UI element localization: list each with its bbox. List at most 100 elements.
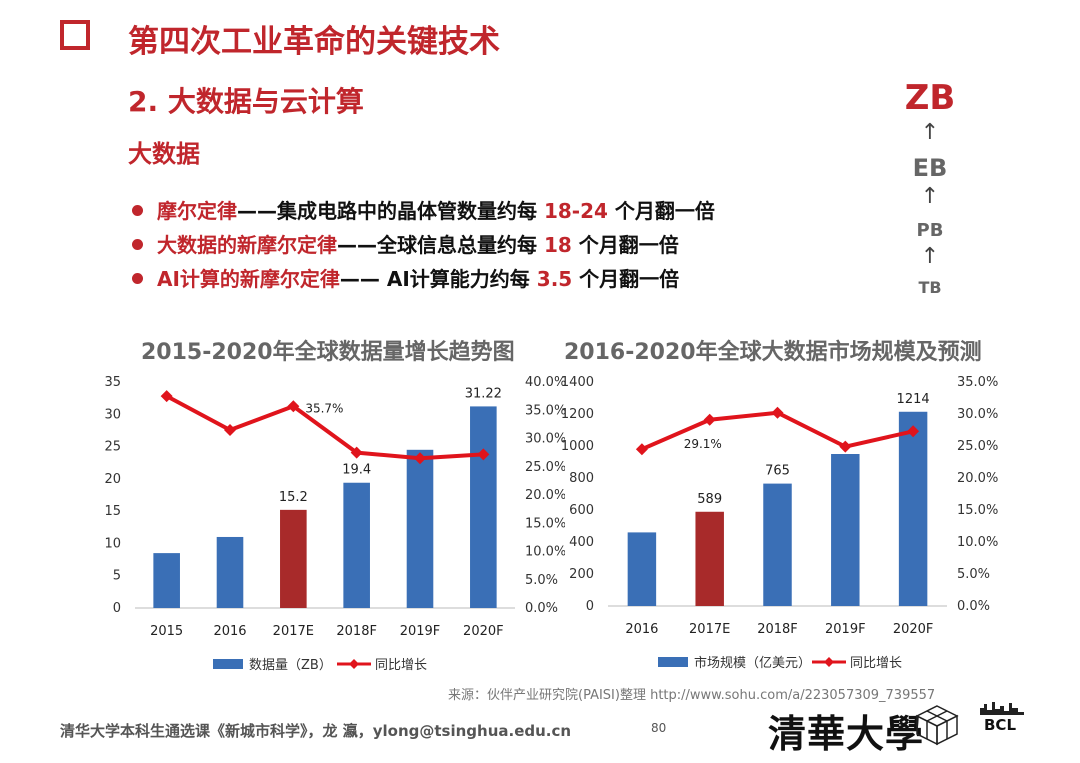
y-left-tick-label: 10 <box>104 536 121 551</box>
y-left-tick-label: 20 <box>104 472 121 487</box>
bullet-text: 全球信息总量约每 <box>377 233 544 257</box>
bullet-term: 摩尔定律 <box>157 199 237 223</box>
legend-bar-label: 数据量（ZB） <box>249 658 332 673</box>
y-left-tick-label: 5 <box>113 569 121 584</box>
bullet-ai-moore-law: AI计算的新摩尔定律—— AI计算能力约每 3.5 个月翻一倍 <box>132 263 679 292</box>
y-right-tick-label: 10.0% <box>525 545 565 560</box>
footer-text: 清华大学本科生通选课《新城市科学》，龙 瀛，ylong@tsinghua.edu… <box>60 722 572 740</box>
growth-point-2017E <box>287 400 300 413</box>
bullet-number: 18-24 <box>543 199 608 223</box>
bullet-number: 18 <box>543 233 572 257</box>
slide-title: 第四次工业革命的关键技术 <box>128 24 500 60</box>
tsinghua-logo: 清華大學 <box>768 711 925 756</box>
y-left-tick-label: 200 <box>569 567 594 582</box>
x-tick-label: 2018F <box>757 622 798 637</box>
bullet-dash: —— <box>337 233 377 257</box>
y-left-tick-label: 1200 <box>561 407 594 422</box>
y-right-tick-label: 20.0% <box>525 488 565 503</box>
y-left-tick-label: 30 <box>104 407 121 422</box>
bar-2016 <box>216 536 244 608</box>
chart2: 0 200 400 600 800 1000 1200 1400 0.0% 5.0% 10.0% 15… <box>561 375 998 671</box>
section-title: 大数据 <box>128 140 200 168</box>
x-tick-label: 2018F <box>336 624 377 639</box>
y-right-tick-label: 10.0% <box>957 535 998 550</box>
chart2-title: 2016-2020年全球大数据市场规模及预测 <box>564 340 982 365</box>
y-right-tick-label: 0.0% <box>957 599 990 614</box>
growth-point-2017E <box>703 413 716 426</box>
bar-value-label: 15.2 <box>279 490 308 505</box>
legend-bar-label: 市场规模（亿美元） <box>694 655 811 671</box>
bar-2015 <box>153 553 180 608</box>
growth-point-2016 <box>635 443 648 456</box>
growth-point-2020F <box>477 448 490 461</box>
legend-bar-swatch <box>658 657 688 667</box>
bullet-text: 集成电路中的晶体管数量约每 <box>277 199 544 223</box>
y-left-tick-label: 600 <box>569 503 594 518</box>
growth-line <box>165 394 484 461</box>
legend-line-marker <box>824 657 834 667</box>
growth-value-label: 35.7% <box>305 401 343 415</box>
bullet-bigdata-moore-law: 大数据的新摩尔定律——全球信息总量约每 18 个月翻一倍 <box>132 229 679 258</box>
growth-point-2020F <box>907 425 920 438</box>
growth-point-2015 <box>160 390 173 403</box>
x-tick-label: 2020F <box>463 624 504 639</box>
y-right-tick-label: 35.0% <box>957 375 998 390</box>
up-arrow-icon: ↑ <box>920 244 940 269</box>
up-arrow-icon: ↑ <box>920 120 940 145</box>
bar-2017E <box>280 509 307 608</box>
y-right-tick-label: 5.0% <box>525 573 558 588</box>
y-left-tick-label: 35 <box>104 375 121 390</box>
x-tick-label: 2017E <box>273 624 314 639</box>
bar-2020F <box>898 411 928 606</box>
chart1-title: 2015-2020年全球数据量增长趋势图 <box>141 340 515 365</box>
y-right-tick-label: 20.0% <box>957 471 998 486</box>
y-left-tick-label: 0 <box>586 599 594 614</box>
chart1: 0 5 10 15 20 25 30 35 0.0% 5.0% 10.0% 15.0% 20.0% 25.… <box>104 375 565 673</box>
bar-value-label: 589 <box>697 492 722 507</box>
y-right-tick-label: 30.0% <box>525 432 565 447</box>
unit-eb: EB <box>912 154 948 182</box>
growth-point-2019F <box>414 452 426 465</box>
bcl-skyline-icon <box>980 702 1024 715</box>
bar-2016 <box>627 532 657 606</box>
x-tick-label: 2016 <box>213 624 246 639</box>
y-right-tick-label: 25.0% <box>525 460 565 475</box>
bullet-dot-icon <box>132 239 143 250</box>
y-left-tick-label: 25 <box>104 440 121 455</box>
bar-2018F <box>763 483 792 606</box>
x-tick-label: 2019F <box>400 624 441 639</box>
bullet-term: 大数据的新摩尔定律 <box>157 233 337 257</box>
y-right-tick-label: 30.0% <box>957 407 998 422</box>
legend-line-marker <box>349 659 359 669</box>
slide-subtitle: 2. 大数据与云计算 <box>128 85 364 118</box>
x-tick-label: 2016 <box>625 622 658 637</box>
title-square-icon <box>60 20 90 50</box>
y-left-tick-label: 0 <box>113 601 121 616</box>
unit-pb: PB <box>916 220 944 241</box>
y-left-tick-label: 1000 <box>561 439 594 454</box>
bullet-number: 3.5 <box>536 267 573 291</box>
page-number: 80 <box>651 721 667 735</box>
x-tick-label: 2020F <box>893 622 934 637</box>
unit-zb: ZB <box>904 78 956 118</box>
growth-point-2019F <box>839 440 852 453</box>
bar-value-label: 1214 <box>897 392 930 407</box>
bar-value-label: 31.22 <box>465 386 502 401</box>
bar-2017E <box>695 511 724 606</box>
bullet-text-end: 个月翻一倍 <box>571 233 679 257</box>
bullet-dot-icon <box>132 273 143 284</box>
y-right-tick-label: 35.0% <box>525 403 565 418</box>
bullet-text-end: 个月翻一倍 <box>607 199 715 223</box>
legend-bar-swatch <box>213 659 243 669</box>
y-right-tick-label: 15.0% <box>525 516 565 531</box>
y-left-tick-label: 15 <box>104 504 121 519</box>
x-tick-label: 2017E <box>689 622 730 637</box>
bullet-dash: —— <box>237 199 277 223</box>
unit-tb: TB <box>918 278 942 297</box>
bullet-text-end: 个月翻一倍 <box>572 267 680 291</box>
growth-value-label: 29.1% <box>684 437 722 451</box>
bullet-term: AI计算的新摩尔定律 <box>157 267 340 291</box>
growth-point-2018F <box>350 446 363 459</box>
bullet-dash: —— <box>339 267 387 291</box>
bar-2018F <box>343 482 370 608</box>
